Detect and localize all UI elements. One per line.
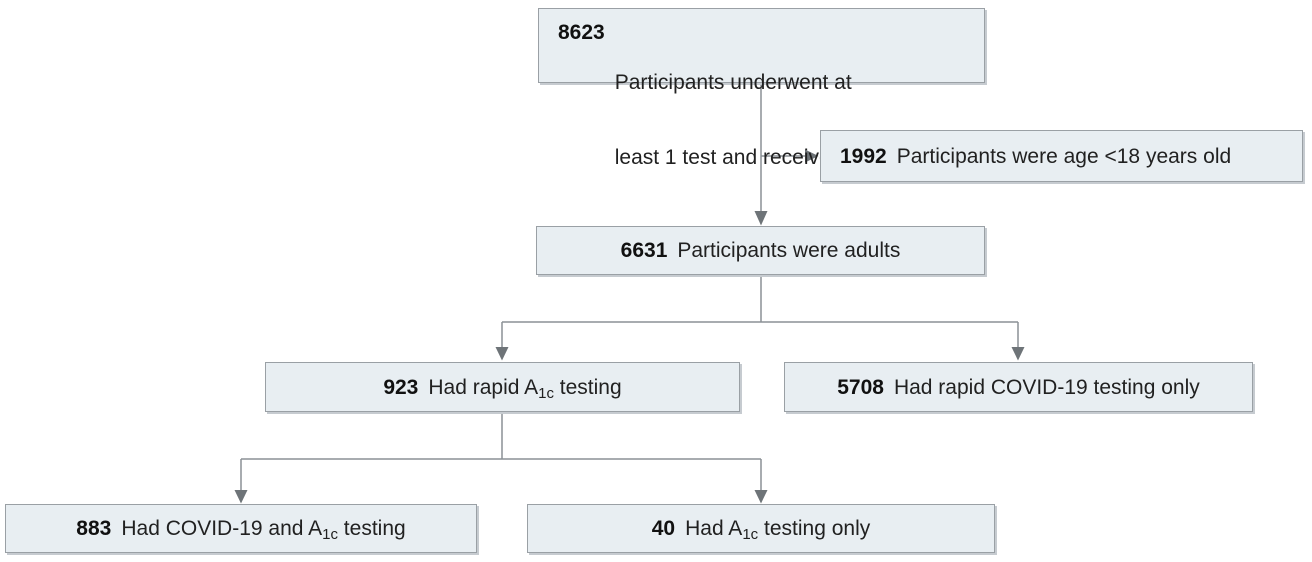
connector-enrolled-to-excluded	[761, 149, 819, 163]
count-enrolled: 8623	[558, 21, 605, 44]
arrow-down-icon	[754, 490, 768, 504]
subscript-1c: 1c	[742, 526, 759, 543]
box-covid-only: 5708 Had rapid COVID-19 testing only	[784, 362, 1253, 412]
connector-adults-split	[495, 275, 1025, 361]
count-covid-and-a1c: 883	[76, 517, 112, 540]
label-text: testing	[337, 517, 406, 540]
box-adults: 6631 Participants were adults	[536, 226, 985, 275]
label-text: testing	[553, 375, 622, 399]
arrow-down-icon	[495, 347, 509, 361]
label-adults: Participants were adults	[677, 239, 901, 262]
label-excluded-age: Participants were age <18 years old	[896, 144, 1232, 168]
connector-enrolled-to-adults	[754, 83, 768, 226]
box-enrolled: 8623 Participants underwent at least 1 t…	[538, 8, 985, 169]
label-enrolled: Participants underwent at least 1 test a…	[615, 20, 910, 220]
label-covid-and-a1c: Had COVID-19 and A1c testing	[121, 516, 406, 543]
label-line-1: Participants underwent at	[614, 71, 852, 94]
arrow-down-icon	[234, 490, 248, 504]
count-adults: 6631	[620, 239, 668, 262]
label-text: testing only	[758, 517, 871, 540]
connector-a1c-split	[234, 412, 768, 504]
box-excluded-age: 1992 Participants were age <18 years old	[820, 130, 1303, 182]
subscript-1c: 1c	[322, 526, 338, 543]
label-covid-only: Had rapid COVID-19 testing only	[893, 375, 1200, 399]
count-covid-only: 5708	[837, 375, 884, 399]
label-a1c-only: Had A1c testing only	[685, 516, 871, 543]
arrow-down-icon	[1011, 347, 1025, 361]
box-a1c-only: 40 Had A1c testing only	[527, 504, 995, 553]
box-covid-and-a1c: 883 Had COVID-19 and A1c testing	[5, 504, 477, 553]
label-rapid-a1c: Had rapid A1c testing	[428, 375, 622, 402]
box-rapid-a1c: 923 Had rapid A1c testing	[265, 362, 740, 412]
count-excluded-age: 1992	[840, 144, 887, 168]
label-text: Had COVID-19 and A	[121, 517, 323, 540]
label-text: Had A	[685, 517, 743, 540]
arrow-right-icon	[805, 149, 819, 163]
count-a1c-only: 40	[651, 517, 676, 540]
count-rapid-a1c: 923	[383, 375, 419, 399]
subscript-1c: 1c	[538, 384, 554, 402]
label-text: Had rapid A	[428, 375, 539, 399]
arrow-down-icon	[754, 211, 768, 226]
